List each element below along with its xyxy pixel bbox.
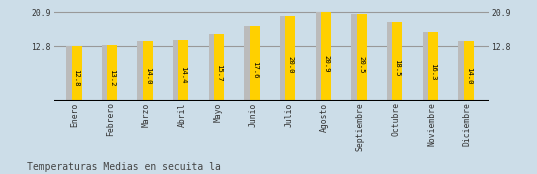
Bar [387, 22, 401, 101]
Bar [321, 12, 331, 101]
Bar [250, 26, 260, 101]
Bar [393, 22, 402, 101]
Bar [214, 34, 224, 101]
Bar [173, 40, 187, 101]
Bar [280, 16, 294, 101]
Bar [209, 34, 222, 101]
Text: 20.9: 20.9 [323, 55, 329, 72]
Bar [459, 41, 472, 101]
Bar [178, 40, 188, 101]
Bar [286, 16, 295, 101]
Text: 17.6: 17.6 [252, 61, 258, 78]
Text: 15.7: 15.7 [216, 64, 222, 82]
Bar [66, 46, 79, 101]
Bar [428, 32, 438, 101]
Text: 20.5: 20.5 [359, 56, 365, 73]
Bar [137, 41, 151, 101]
Bar [357, 14, 367, 101]
Text: 20.0: 20.0 [287, 56, 293, 74]
Text: 16.3: 16.3 [430, 63, 436, 81]
Bar [423, 32, 436, 101]
Bar [464, 41, 474, 101]
Bar [244, 26, 258, 101]
Text: 14.0: 14.0 [145, 67, 151, 85]
Bar [316, 12, 329, 101]
Text: 12.8: 12.8 [74, 69, 79, 87]
Text: 14.0: 14.0 [466, 67, 471, 85]
Bar [351, 14, 365, 101]
Text: 13.2: 13.2 [109, 69, 115, 86]
Text: Temperaturas Medias en secuita la: Temperaturas Medias en secuita la [27, 162, 221, 172]
Bar [107, 45, 117, 101]
Bar [71, 46, 82, 101]
Text: 18.5: 18.5 [394, 59, 401, 77]
Bar [102, 45, 115, 101]
Bar [143, 41, 153, 101]
Text: 14.4: 14.4 [180, 66, 186, 84]
